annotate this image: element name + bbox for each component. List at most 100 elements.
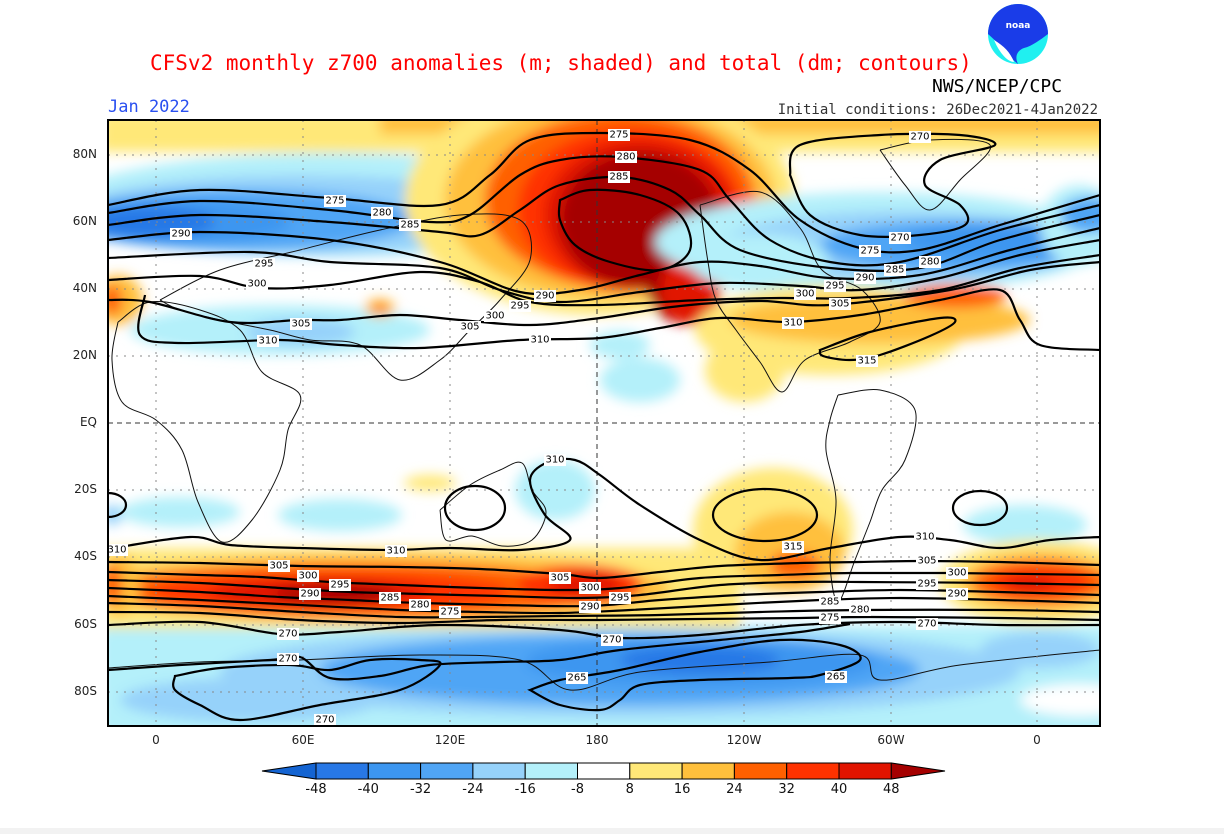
contour-loop — [108, 491, 128, 519]
contour-label: 290 — [854, 272, 876, 284]
colorbar-low-arrow — [261, 762, 317, 780]
longitude-label: 60W — [877, 733, 905, 747]
contour-label-text: 275 — [440, 607, 459, 618]
shade-blob — [963, 505, 1087, 545]
contour-label-text: 280 — [616, 152, 635, 163]
initial-conditions: Initial conditions: 26Dec2021-4Jan2022 — [777, 102, 1098, 118]
contour-label-text: 280 — [410, 600, 429, 611]
contour-label-text: 295 — [825, 281, 844, 292]
contour-label-text: 280 — [850, 605, 869, 616]
contour-label: 300 — [579, 582, 601, 594]
contour-label: 295 — [253, 258, 275, 270]
colorbar-tick-label: -24 — [462, 782, 484, 797]
colorbar-box — [629, 762, 683, 780]
shade-blob — [1060, 197, 1100, 233]
contour-label: 265 — [825, 671, 847, 683]
contour-label: 270 — [889, 232, 911, 244]
contour-label: 285 — [399, 219, 421, 231]
contour-label-text: 280 — [372, 208, 391, 219]
latitude-label: 80N — [72, 147, 97, 161]
contour-loop — [818, 316, 957, 362]
contour-label-text: 305 — [291, 319, 310, 330]
latitude-label: 60S — [74, 617, 97, 631]
contour-loop — [443, 484, 507, 532]
contour-label: 305 — [916, 555, 938, 567]
map-frame — [107, 119, 1101, 727]
colorbar-box — [786, 762, 840, 780]
contour-label: 295 — [509, 300, 531, 312]
colorbar-tick-label: 8 — [625, 782, 634, 797]
latitude-label: 60N — [72, 214, 97, 228]
contour-line — [108, 622, 851, 681]
contour-label: 275 — [819, 612, 841, 624]
contour-label: 310 — [257, 335, 279, 347]
contour-label: 295 — [916, 578, 938, 590]
contour-label: 285 — [379, 592, 401, 604]
contour-line — [108, 260, 1100, 327]
contour-label-text: 290 — [300, 589, 319, 600]
longitude-label: 120E — [434, 733, 466, 747]
map-title: CFSv2 monthly z700 anomalies (m; shaded)… — [150, 51, 972, 75]
contour-label: 275 — [608, 129, 630, 141]
contour-label-text: 310 — [545, 455, 564, 466]
contour-label: 270 — [314, 714, 336, 726]
colorbar-tick-label: -40 — [357, 782, 379, 797]
contour-label: 300 — [794, 288, 816, 300]
contour-label-text: 285 — [820, 597, 839, 608]
window-bottom-edge — [0, 828, 1224, 834]
agency-label: NWS/NCEP/CPC — [932, 76, 1063, 97]
contour-label-text: 310 — [530, 335, 549, 346]
contour-label-text: 270 — [278, 654, 297, 665]
contour-line — [108, 238, 1100, 304]
contour-label: 270 — [916, 618, 938, 630]
contour-label-text: 285 — [885, 265, 904, 276]
colorbar-high-arrow — [890, 762, 946, 780]
contour-label-text: 290 — [535, 291, 554, 302]
contour-line — [108, 578, 1100, 600]
contour-label: 295 — [824, 280, 846, 292]
shade-blob — [120, 678, 380, 722]
contour-label-text: 305 — [917, 556, 936, 567]
africa-outline — [111, 301, 302, 543]
contour-line — [108, 226, 1100, 296]
contour-label-text: 300 — [795, 289, 814, 300]
colorbar-tick-label: 48 — [883, 782, 900, 797]
valid-month: Jan 2022 — [108, 97, 190, 117]
noaa-logo-icon: noaa — [988, 4, 1048, 64]
contour-label: 275 — [859, 245, 881, 257]
colorbar-box — [420, 762, 474, 780]
contour-label-text: 305 — [830, 299, 849, 310]
contour-label-text: 285 — [400, 220, 419, 231]
longitude-label: 120W — [726, 733, 762, 747]
contour-line — [108, 570, 1100, 592]
longitude-label: 180 — [585, 733, 609, 747]
contour-label: 305 — [290, 318, 312, 330]
contour-label-text: 290 — [947, 589, 966, 600]
contour-label-text: 275 — [860, 246, 879, 257]
contour-label: 270 — [909, 131, 931, 143]
contour-label-text: 310 — [258, 336, 277, 347]
latitude-label: 40S — [74, 549, 97, 563]
contour-label-text: 290 — [855, 273, 874, 284]
contour-line — [108, 601, 1100, 619]
colorbar-box — [472, 762, 526, 780]
longitude-label: 60E — [291, 733, 315, 747]
colorbar-box — [315, 762, 369, 780]
contour-label-text: 295 — [254, 259, 273, 270]
contour-label-text: 270 — [315, 715, 334, 726]
contour-line — [108, 253, 1100, 307]
contour-label: 310 — [914, 531, 936, 543]
contour-label: 270 — [601, 634, 623, 646]
contour-label-text: 300 — [298, 571, 317, 582]
contour-label: 280 — [371, 207, 393, 219]
contour-label: 290 — [534, 290, 556, 302]
latitude-label: EQ — [79, 415, 97, 429]
contour-label: 300 — [246, 278, 268, 290]
contour-label: 300 — [484, 310, 506, 322]
contour-label-text: 300 — [947, 568, 966, 579]
contour-loop — [527, 638, 862, 712]
colorbar-tick-label: 24 — [726, 782, 743, 797]
contour-label-text: 275 — [609, 130, 628, 141]
shade-blob — [980, 632, 1100, 668]
